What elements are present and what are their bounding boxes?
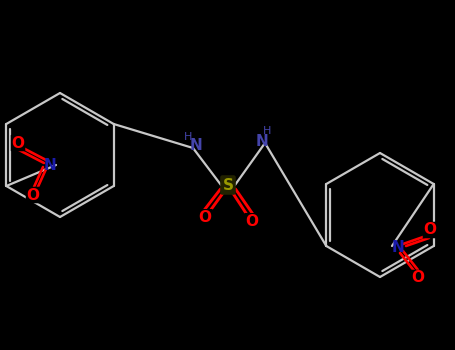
Text: O: O — [246, 215, 258, 230]
Text: H: H — [263, 126, 271, 136]
Text: N: N — [256, 133, 268, 148]
Text: O: O — [411, 271, 425, 286]
Text: O: O — [26, 188, 40, 203]
Text: N: N — [190, 139, 202, 154]
Text: H: H — [184, 132, 192, 142]
Text: S: S — [222, 177, 233, 192]
Text: O: O — [11, 135, 25, 150]
Text: N: N — [44, 158, 56, 173]
Text: O: O — [424, 223, 436, 238]
Text: N: N — [392, 240, 404, 256]
Text: O: O — [198, 210, 212, 225]
